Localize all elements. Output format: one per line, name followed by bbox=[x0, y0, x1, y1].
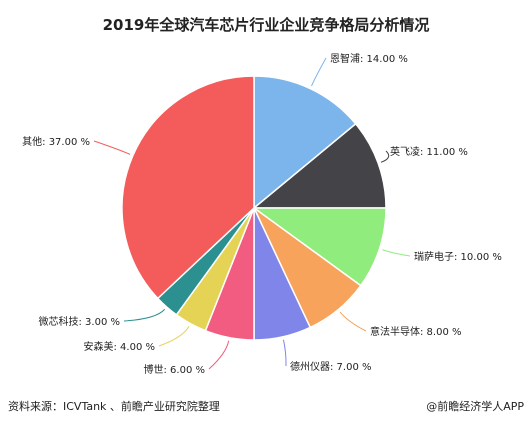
slice-label-8: 微芯科技: 3.00 % bbox=[39, 315, 121, 328]
pie-slices bbox=[121, 75, 387, 341]
slice-label-3: 瑞萨电子: 10.00 % bbox=[414, 250, 502, 263]
label-leader-lines bbox=[93, 57, 411, 370]
slice-label-5: 德州仪器: 7.00 % bbox=[290, 360, 372, 373]
leader-line-1 bbox=[311, 57, 327, 87]
leader-line-9 bbox=[93, 140, 131, 155]
slice-label-9: 其他: 37.00 % bbox=[22, 135, 90, 148]
slice-labels: 恩智浦: 14.00 % 英飞凌: 11.00 % 瑞萨电子: 10.00 % 意法半… bbox=[22, 52, 502, 376]
leader-line-3 bbox=[382, 249, 411, 257]
leader-line-8 bbox=[123, 308, 166, 322]
slice-label-4: 意法半导体: 8.00 % bbox=[370, 325, 462, 338]
leader-line-5 bbox=[282, 339, 287, 367]
chart-title: 2019年全球汽车芯片行业企业竞争格局分析情况 bbox=[103, 16, 430, 34]
pie-slice-2 bbox=[251, 122, 387, 209]
leader-line-2 bbox=[380, 150, 390, 163]
pie-slice-1 bbox=[253, 75, 357, 210]
slice-label-7: 安森美: 4.00 % bbox=[84, 340, 156, 353]
pie-slice-3 bbox=[251, 207, 387, 287]
slice-label-2: 英飞凌: 11.00 % bbox=[390, 145, 468, 158]
slice-label-6: 博世: 6.00 % bbox=[144, 363, 206, 376]
pie-slice-9 bbox=[121, 75, 255, 300]
source-note: 资料来源：ICVTank 、前瞻产业研究院整理 bbox=[8, 399, 220, 413]
leader-line-4 bbox=[339, 311, 367, 332]
leader-line-6 bbox=[208, 340, 230, 370]
slice-label-1: 恩智浦: 14.00 % bbox=[330, 52, 408, 65]
brand-watermark-text: @前瞻经济学人APP bbox=[426, 399, 524, 413]
leader-line-7 bbox=[158, 326, 190, 347]
